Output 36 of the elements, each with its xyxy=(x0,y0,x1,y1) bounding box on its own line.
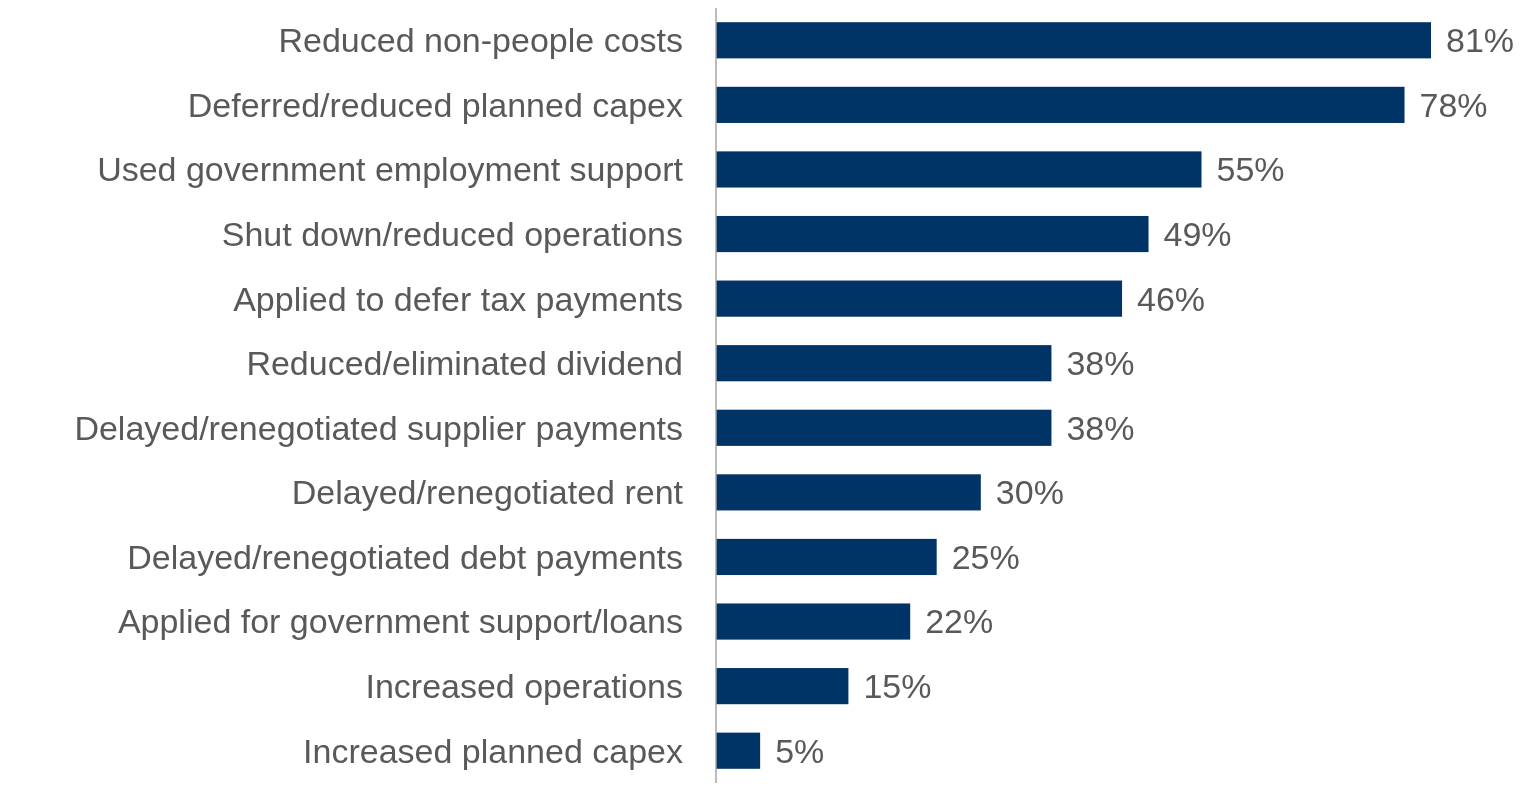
bar xyxy=(716,603,911,640)
y-tick-label: Shut down/reduced operations xyxy=(221,214,683,253)
bar xyxy=(716,215,1149,253)
y-tick-label: Reduced/eliminated dividend xyxy=(246,344,683,383)
y-tick-label: Reduced non-people costs xyxy=(278,21,683,60)
bar xyxy=(716,538,937,576)
y-tick-label: Delayed/renegotiated supplier payments xyxy=(74,408,683,447)
data-label: 81% xyxy=(1446,21,1515,60)
bar xyxy=(716,280,1123,317)
data-label: 30% xyxy=(995,473,1064,512)
y-tick-label: Delayed/renegotiated rent xyxy=(291,473,684,512)
y-tick-label: Delayed/renegotiated debt payments xyxy=(127,537,683,576)
data-label: 15% xyxy=(863,667,932,706)
y-tick-label: Used government employment support xyxy=(97,150,684,189)
data-label: 38% xyxy=(1066,408,1135,447)
bar xyxy=(716,732,761,769)
bar xyxy=(716,668,849,705)
data-label: 46% xyxy=(1137,279,1206,318)
bar xyxy=(716,151,1202,188)
data-label: 25% xyxy=(951,537,1020,576)
y-tick-label: Applied to defer tax payments xyxy=(233,279,683,318)
y-tick-label: Deferred/reduced planned capex xyxy=(187,85,683,124)
y-tick-label: Increased planned capex xyxy=(303,731,683,770)
y-tick-label: Applied for government support/loans xyxy=(117,602,683,641)
data-label: 5% xyxy=(775,731,825,770)
data-label: 49% xyxy=(1163,214,1232,253)
data-label: 38% xyxy=(1066,344,1135,383)
bar xyxy=(716,86,1405,123)
data-label: 55% xyxy=(1216,150,1285,189)
bar xyxy=(716,345,1052,382)
bar xyxy=(716,474,981,511)
bar xyxy=(716,409,1052,446)
y-tick-label: Increased operations xyxy=(365,667,683,706)
data-label: 22% xyxy=(925,602,994,641)
data-label: 78% xyxy=(1419,85,1488,124)
bar xyxy=(716,22,1431,59)
